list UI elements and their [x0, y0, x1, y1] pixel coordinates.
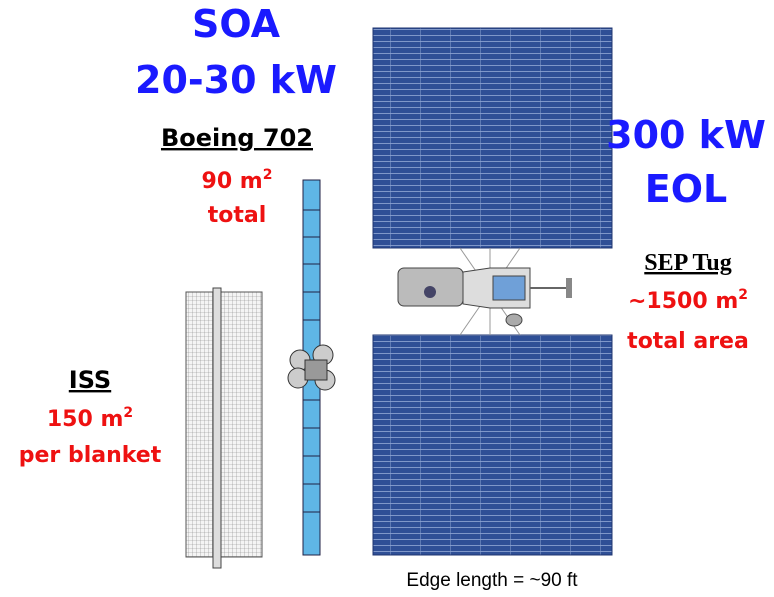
soa-title: SOA: [192, 2, 281, 46]
sep-array: [372, 27, 613, 556]
area-sup: 2: [738, 287, 748, 303]
caption: Edge length = ~90 ft: [406, 570, 578, 591]
sep-note: total area: [627, 329, 749, 354]
sep-eol: EOL: [645, 167, 727, 211]
boeing-note: total: [208, 203, 267, 228]
sep-name: SEP Tug: [644, 250, 731, 276]
boeing-area: 90 m2: [202, 167, 273, 194]
iss-name: ISS: [69, 366, 111, 394]
soa-power: 20-30 kW: [135, 58, 337, 102]
sep-area: ~1500 m2: [628, 287, 748, 314]
area-sup: 2: [123, 405, 133, 421]
sep-power: 300 kW: [606, 113, 766, 157]
area-text: 90 m: [202, 169, 263, 194]
area-sup: 2: [263, 167, 273, 183]
area-text: ~1500 m: [628, 289, 738, 314]
boeing-name: Boeing 702: [161, 124, 313, 152]
iss-array: [185, 287, 263, 569]
iss-note: per blanket: [19, 443, 162, 468]
area-text: 150 m: [47, 407, 124, 432]
boeing-array: [287, 179, 336, 556]
iss-area: 150 m2: [47, 405, 133, 432]
